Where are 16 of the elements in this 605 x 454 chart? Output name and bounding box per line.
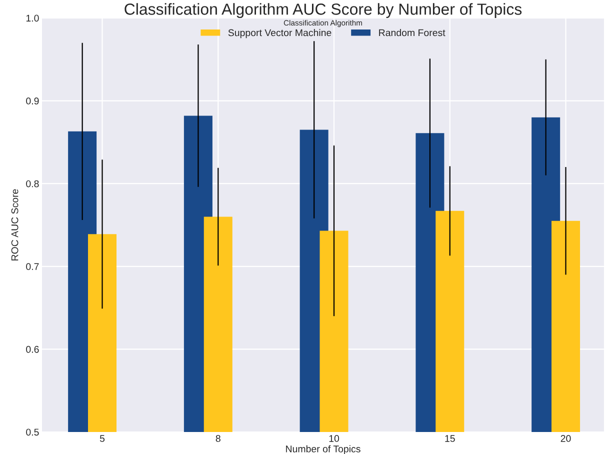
y-tick-label: 0.9	[26, 98, 39, 104]
y-tick-label: 1.0	[26, 14, 39, 22]
y-tick-label: 0.8	[26, 180, 39, 188]
x-tick-label: 8	[216, 435, 220, 442]
x-tick-label: 20	[560, 435, 571, 442]
y-tick-label: 0.5	[26, 428, 39, 436]
x-tick-label: 10	[329, 435, 340, 442]
legend-label: Random Forest	[379, 29, 446, 36]
y-axis-title: ROC AUC Score	[11, 189, 18, 260]
legend-label: Support Vector Machine	[228, 29, 332, 38]
x-tick-label: 5	[100, 435, 105, 442]
chart-title: Classification Algorithm AUC Score by Number of Topics	[124, 3, 522, 18]
x-tick-label: 15	[445, 435, 455, 442]
x-axis-title: Number of Topics	[286, 445, 360, 454]
y-tick-label: 0.6	[26, 346, 39, 353]
y-tick-label: 0.7	[26, 263, 39, 270]
